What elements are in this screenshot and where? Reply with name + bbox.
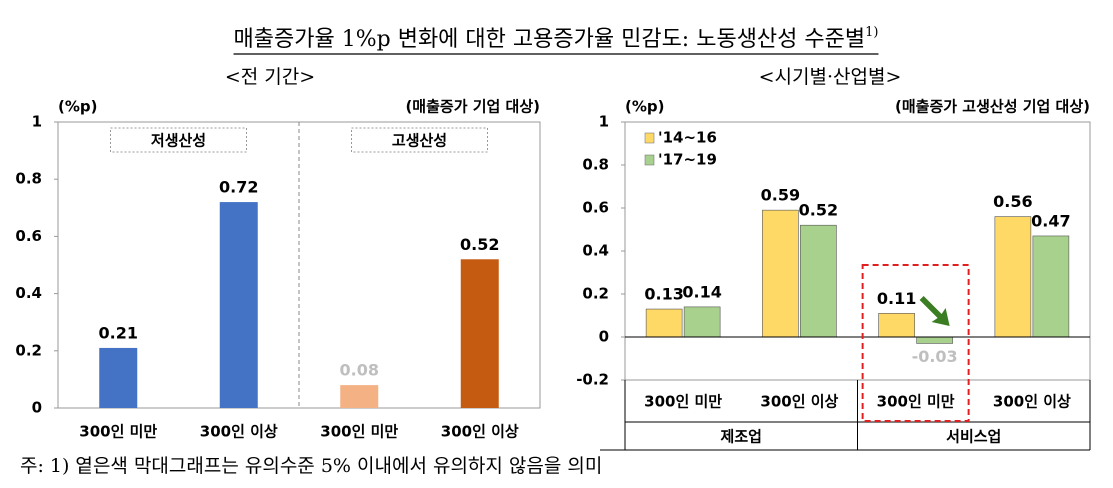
footnote: 주: 1) 옅은색 막대그래프는 유의수준 5% 이내에서 유의하지 않음을 의… — [20, 455, 602, 477]
y-tick-label: 0 — [32, 399, 42, 417]
group-label: 고생산성 — [392, 132, 447, 150]
x-tick-label: 300인 미만 — [79, 423, 157, 441]
bar — [99, 347, 138, 408]
value-label: 0.13 — [644, 285, 683, 304]
y-tick-label: 0.8 — [582, 156, 609, 174]
value-label: 0.47 — [1031, 211, 1070, 230]
y-axis-unit: (%p) — [625, 98, 664, 116]
chart-note: (매출증가 고생산성 기업 대상) — [895, 98, 1090, 116]
bar — [460, 259, 499, 408]
x-tick-label: 300인 이상 — [441, 423, 519, 441]
group-label: 제조업 — [721, 428, 762, 446]
value-label: 0.72 — [219, 178, 258, 197]
y-tick-label: 0.2 — [15, 341, 42, 359]
y-tick-label: 0 — [599, 328, 609, 346]
value-label: 0.52 — [799, 201, 838, 220]
y-tick-label: 0.8 — [15, 170, 42, 188]
value-label: -0.03 — [912, 347, 958, 366]
group-label: 저생산성 — [151, 132, 206, 150]
bar — [340, 385, 379, 408]
group-label: 서비스업 — [946, 428, 1001, 446]
legend-label: '17~19 — [658, 151, 717, 169]
y-tick-label: 0.6 — [582, 199, 609, 217]
bar — [645, 308, 683, 338]
title-text: 매출증가율 1%p 변화에 대한 고용증가율 민감도: 노동생산성 수준별 — [234, 27, 866, 52]
value-label: 0.59 — [761, 186, 800, 205]
trend-arrow — [919, 296, 950, 326]
bar — [800, 224, 837, 338]
y-tick-label: 0.6 — [15, 227, 42, 245]
chart-subtitle: <시기별·산업별> — [759, 66, 902, 88]
y-tick-label: 1 — [32, 113, 42, 131]
x-tick-label: 300인 이상 — [993, 393, 1071, 411]
y-tick-label: 1 — [599, 113, 609, 131]
group-box — [351, 127, 488, 153]
value-label: 0.21 — [99, 323, 138, 342]
y-tick-label: 0.2 — [582, 285, 609, 303]
y-tick-label: -0.2 — [576, 371, 609, 389]
page-title: 매출증가율 1%p 변화에 대한 고용증가율 민감도: 노동생산성 수준별1) — [234, 25, 879, 53]
bar — [916, 336, 953, 344]
bar — [762, 209, 799, 338]
title-note: 1) — [865, 25, 878, 40]
legend-swatch — [644, 154, 655, 166]
highlight-box — [861, 264, 970, 422]
legend-label: '14~16 — [658, 129, 717, 147]
x-tick-label: 300인 이상 — [200, 423, 278, 441]
value-label: 0.08 — [340, 361, 379, 380]
value-label: 0.52 — [460, 235, 499, 254]
x-tick-label: 300인 미만 — [877, 393, 955, 411]
y-axis-unit: (%p) — [58, 98, 97, 116]
bar — [683, 306, 721, 338]
legend-swatch — [644, 132, 655, 144]
chart-note: (매출증가 기업 대상) — [405, 98, 540, 116]
value-label: 0.56 — [993, 192, 1032, 211]
value-label: 0.14 — [682, 282, 721, 301]
y-tick-label: 0.4 — [15, 284, 42, 302]
y-tick-label: 0.4 — [582, 242, 609, 260]
bar — [1032, 235, 1070, 338]
chart-subtitle: <전 기간> — [225, 66, 315, 88]
group-box — [110, 127, 247, 153]
x-tick-label: 300인 미만 — [320, 423, 398, 441]
value-label: 0.11 — [877, 289, 916, 308]
bar — [219, 202, 258, 408]
x-tick-label: 300인 이상 — [760, 393, 838, 411]
x-tick-label: 300인 미만 — [644, 393, 722, 411]
bar — [878, 313, 915, 338]
bar — [994, 216, 1032, 338]
